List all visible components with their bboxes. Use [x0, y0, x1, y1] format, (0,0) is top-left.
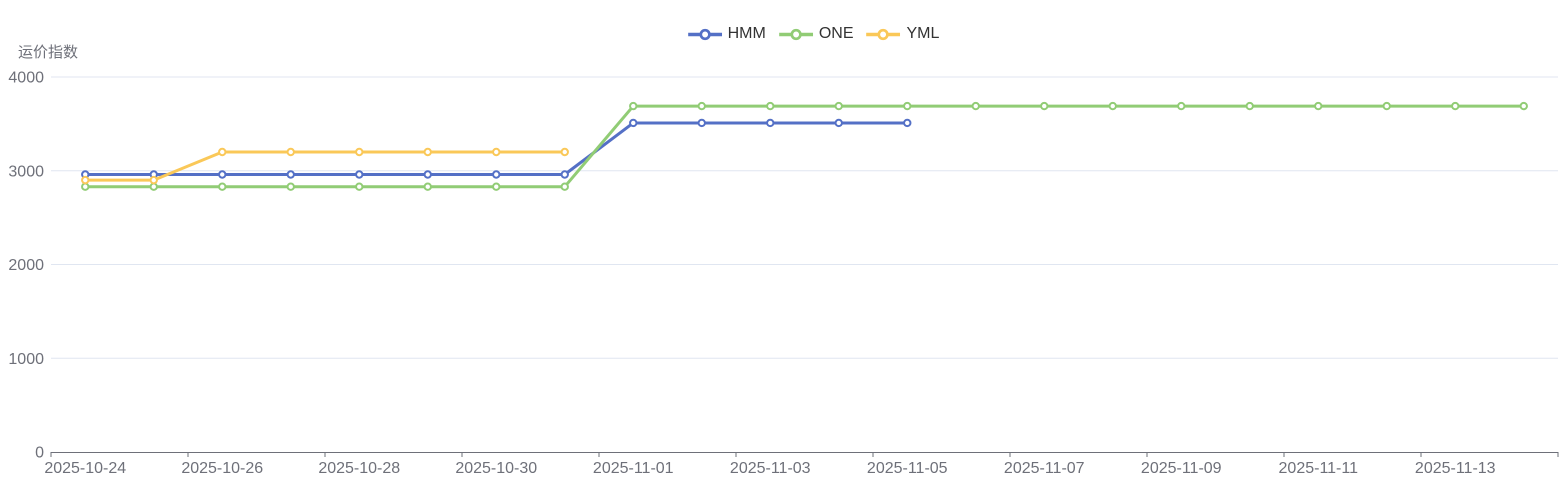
x-axis-tick-label: 2025-10-28 — [318, 460, 400, 477]
legend-item-yml[interactable]: YML — [866, 25, 939, 43]
y-axis-tick-label: 2000 — [8, 257, 44, 274]
legend-item-one[interactable]: ONE — [778, 25, 854, 43]
x-axis-tick-label: 2025-11-01 — [593, 460, 674, 477]
legend-item-hmm[interactable]: HMM — [687, 25, 766, 43]
x-axis-tick-label: 2025-11-09 — [1141, 460, 1222, 477]
legend-label: HMM — [727, 25, 766, 42]
legend-label: YML — [906, 25, 940, 42]
series-hmm — [81, 118, 912, 179]
y-axis-title: 运价指数 — [18, 44, 79, 61]
x-axis-tick-label: 2025-10-26 — [181, 460, 263, 477]
x-axis-tick-label: 2025-11-11 — [1279, 460, 1359, 477]
line-series-icon — [866, 27, 901, 42]
line-series-icon — [687, 27, 722, 42]
x-axis-tick-label: 2025-11-07 — [1004, 460, 1085, 477]
series-one — [81, 101, 1528, 191]
chart-legend: HMM ONE YML — [687, 25, 939, 43]
line-series-icon — [778, 27, 813, 42]
series-yml — [81, 147, 569, 185]
x-axis-tick-label: 2025-10-24 — [44, 460, 126, 477]
y-axis-tick-label: 1000 — [8, 351, 44, 368]
x-axis-tick-label: 2025-11-05 — [867, 460, 948, 477]
x-axis-tick-label: 2025-11-03 — [730, 460, 811, 477]
x-axis-tick-label: 2025-11-13 — [1415, 460, 1496, 477]
y-axis-tick-label: 0 — [35, 445, 44, 462]
x-axis-tick-label: 2025-10-30 — [455, 460, 537, 477]
legend-label: ONE — [818, 25, 854, 42]
y-axis-tick-label: 4000 — [8, 70, 44, 87]
y-axis-tick-label: 3000 — [8, 163, 44, 180]
